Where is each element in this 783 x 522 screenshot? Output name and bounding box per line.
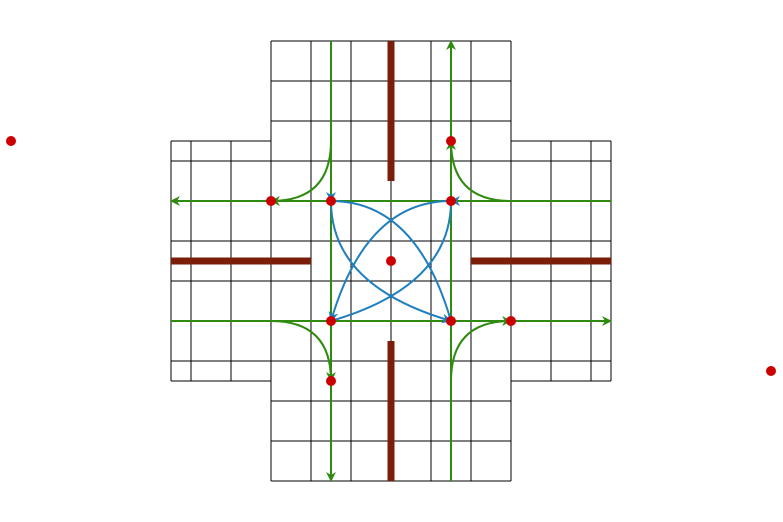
diagonal-ne-to-sw-alt (330, 200, 452, 322)
waypoint-nw-corner (326, 196, 336, 206)
diagonal-crossings (325, 191, 461, 324)
waypoint-far-west (6, 136, 16, 146)
turn-east-to-north (446, 140, 512, 202)
waypoint-center (386, 256, 396, 266)
medians (171, 41, 611, 481)
waypoint-south-exit (326, 376, 336, 386)
diagonal-nw-to-se-alt (330, 200, 452, 322)
turn-west-to-south (270, 320, 336, 382)
waypoint-north-exit (446, 136, 456, 146)
turn-north-to-east (450, 316, 512, 382)
turn-south-to-west (270, 140, 332, 206)
waypoint-far-east (766, 366, 776, 376)
waypoint-ne-corner (446, 196, 456, 206)
waypoint-east-exit (506, 316, 516, 326)
diagonal-ne-to-sw (328, 195, 461, 322)
waypoint-se-corner (446, 316, 456, 326)
waypoint-west-exit (266, 196, 276, 206)
waypoints (6, 136, 776, 386)
right-turns (270, 140, 512, 382)
waypoint-sw-corner (326, 316, 336, 326)
